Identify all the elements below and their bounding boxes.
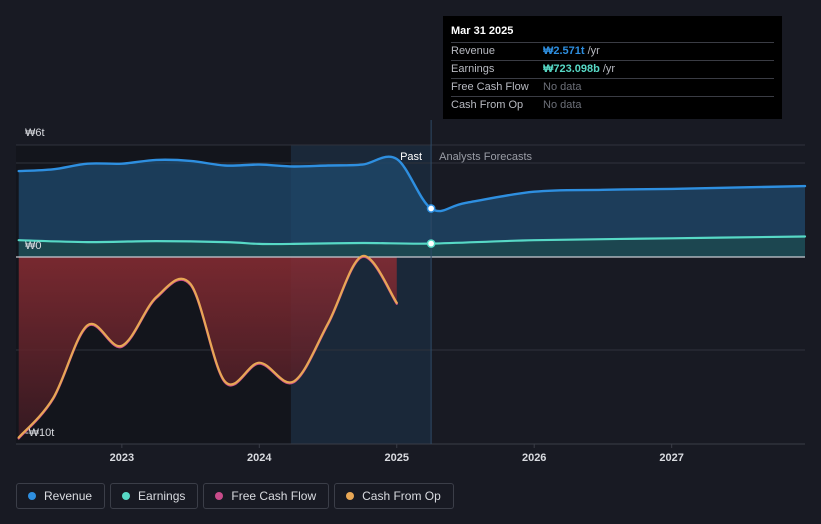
- tooltip-row-cash-from-op: Cash From Op No data: [451, 96, 774, 114]
- free-cash-flow-dot-icon: [215, 492, 224, 500]
- cash-from-op-line: [17, 254, 398, 439]
- legend-item-cash-from-op[interactable]: Cash From Op: [334, 483, 454, 509]
- tooltip-unit: /yr: [587, 45, 600, 57]
- y-tick-label: -₩10t: [25, 427, 54, 439]
- cash-from-op-dot-icon: [346, 492, 355, 500]
- tooltip-value: No data: [543, 99, 582, 111]
- cash-from-op-area: [18, 255, 397, 438]
- legend-label: Free Cash Flow: [231, 489, 317, 503]
- legend-label: Revenue: [44, 489, 93, 503]
- x-tick-label: 2025: [385, 452, 409, 464]
- x-tick-label: 2023: [110, 452, 134, 464]
- revenue-line: [17, 155, 807, 213]
- tooltip-row-earnings: Earnings ₩723.098b /yr: [451, 60, 774, 78]
- legend-item-revenue[interactable]: Revenue: [16, 483, 106, 509]
- revenue-area: [18, 156, 805, 257]
- tooltip-value: ₩723.098b: [543, 63, 600, 75]
- legend-label: Cash From Op: [362, 489, 441, 503]
- tooltip-value: ₩2.571t: [543, 45, 585, 57]
- revenue-dot-icon: [28, 492, 36, 500]
- forecast-label: Analysts Forecasts: [439, 151, 532, 163]
- tooltip: Mar 31 2025 Revenue ₩2.571t /yr Earnings…: [443, 16, 782, 119]
- x-tick-label: 2026: [522, 452, 546, 464]
- earnings-line: [17, 235, 807, 246]
- x-tick-label: 2024: [247, 452, 272, 464]
- legend-item-free-cash-flow[interactable]: Free Cash Flow: [203, 483, 330, 509]
- past-label: Past: [400, 151, 422, 163]
- tooltip-label: Revenue: [451, 45, 496, 57]
- legend: Revenue Earnings Free Cash Flow Cash Fro…: [16, 483, 454, 509]
- tooltip-unit: /yr: [602, 63, 616, 75]
- earnings-dot-icon: [122, 492, 131, 500]
- y-tick-label: ₩0: [25, 240, 42, 252]
- earnings-area: [18, 236, 805, 257]
- tooltip-value: No data: [543, 81, 582, 93]
- tooltip-label: Cash From Op: [451, 99, 524, 111]
- tooltip-row-free-cash-flow: Free Cash Flow No data: [451, 78, 774, 96]
- tooltip-label: Free Cash Flow: [451, 81, 529, 93]
- y-tick-label: ₩6t: [25, 127, 45, 139]
- revenue-marker: [426, 204, 436, 213]
- tooltip-label: Earnings: [451, 63, 495, 75]
- x-tick-label: 2027: [659, 452, 683, 464]
- legend-item-earnings[interactable]: Earnings: [110, 483, 199, 509]
- tooltip-date: Mar 31 2025: [451, 25, 514, 37]
- legend-label: Earnings: [138, 489, 186, 503]
- tooltip-row-revenue: Revenue ₩2.571t /yr: [451, 42, 774, 60]
- earnings-marker: [426, 239, 436, 248]
